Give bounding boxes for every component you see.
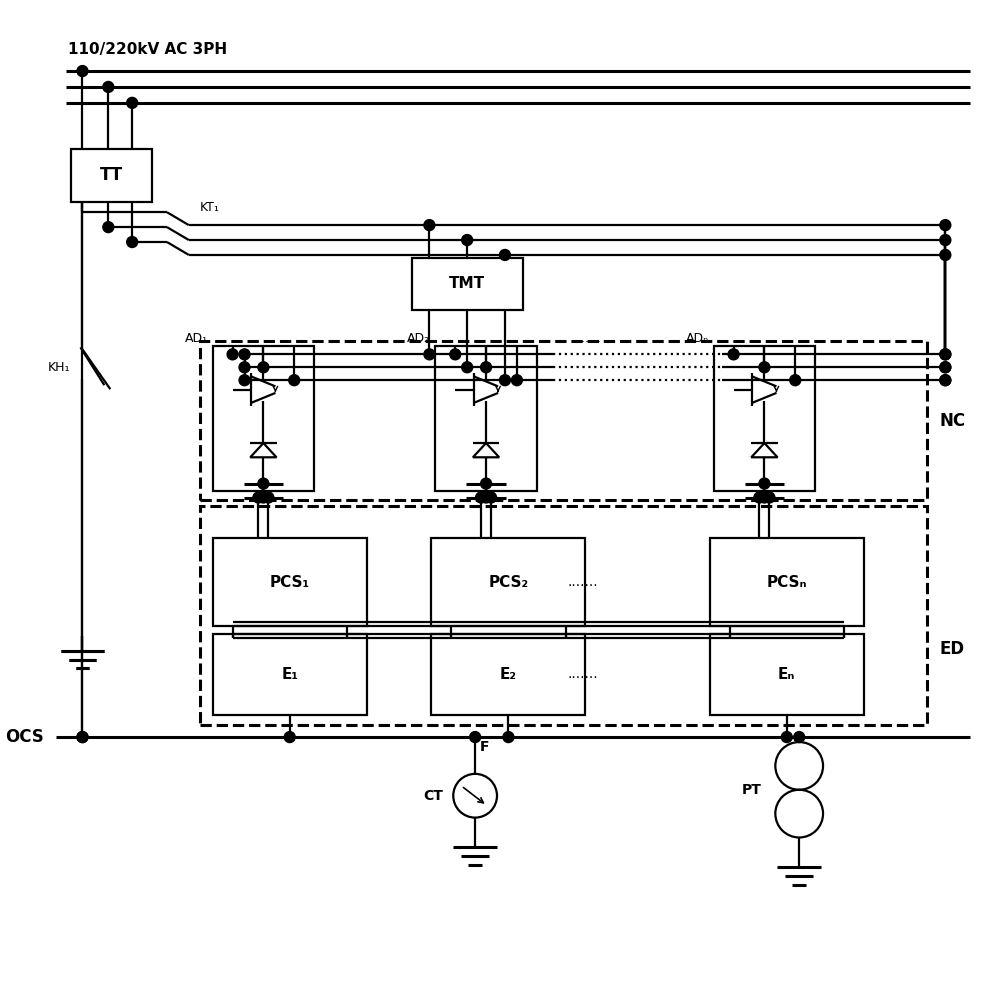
Text: AD₂: AD₂: [407, 332, 430, 345]
Circle shape: [476, 493, 487, 502]
Circle shape: [227, 349, 238, 360]
Text: 110/220kV AC 3PH: 110/220kV AC 3PH: [68, 42, 227, 57]
Circle shape: [940, 362, 951, 373]
Text: ED: ED: [939, 640, 964, 658]
Circle shape: [470, 732, 481, 743]
Circle shape: [940, 362, 951, 373]
Circle shape: [77, 732, 88, 743]
FancyBboxPatch shape: [710, 634, 864, 715]
Text: NC: NC: [939, 412, 965, 430]
Circle shape: [450, 349, 461, 360]
Circle shape: [77, 732, 88, 743]
Circle shape: [940, 234, 951, 245]
FancyBboxPatch shape: [431, 538, 585, 626]
Circle shape: [462, 362, 473, 373]
Circle shape: [728, 349, 739, 360]
Text: .......: .......: [567, 667, 598, 682]
Circle shape: [239, 349, 250, 360]
Circle shape: [424, 349, 435, 360]
Circle shape: [258, 493, 269, 502]
Circle shape: [258, 479, 269, 490]
Text: KT₁: KT₁: [200, 200, 220, 213]
Circle shape: [481, 479, 492, 490]
Text: .......: .......: [573, 332, 601, 345]
Text: CT: CT: [423, 789, 443, 803]
Text: PT: PT: [742, 783, 761, 797]
Circle shape: [940, 375, 951, 386]
Text: E₂: E₂: [500, 667, 517, 682]
Circle shape: [940, 349, 951, 360]
Circle shape: [499, 249, 510, 260]
Text: TT: TT: [100, 166, 123, 184]
Circle shape: [759, 479, 770, 490]
Circle shape: [127, 98, 138, 109]
Text: TMT: TMT: [449, 276, 485, 291]
Circle shape: [503, 732, 514, 743]
Text: OCS: OCS: [5, 728, 44, 746]
Circle shape: [794, 732, 805, 743]
Circle shape: [481, 493, 492, 502]
Text: KH₁: KH₁: [48, 361, 71, 374]
Circle shape: [424, 219, 435, 230]
Text: PCS₂: PCS₂: [488, 574, 528, 589]
Text: PCS₁: PCS₁: [270, 574, 310, 589]
Circle shape: [940, 375, 951, 386]
Circle shape: [759, 362, 770, 373]
Circle shape: [511, 375, 522, 386]
Circle shape: [253, 493, 264, 502]
Text: Eₙ: Eₙ: [778, 667, 795, 682]
FancyBboxPatch shape: [412, 258, 523, 310]
FancyBboxPatch shape: [71, 149, 152, 202]
Circle shape: [239, 362, 250, 373]
FancyBboxPatch shape: [435, 346, 537, 491]
Text: .......: .......: [567, 575, 598, 589]
Circle shape: [127, 236, 138, 247]
Circle shape: [940, 349, 951, 360]
Circle shape: [499, 375, 510, 386]
Circle shape: [759, 493, 770, 502]
Circle shape: [77, 66, 88, 77]
Text: AD₁: AD₁: [185, 332, 208, 345]
Circle shape: [462, 234, 473, 245]
Circle shape: [284, 732, 295, 743]
FancyBboxPatch shape: [710, 538, 864, 626]
Circle shape: [103, 82, 114, 93]
FancyBboxPatch shape: [213, 346, 314, 491]
Text: F: F: [480, 740, 490, 754]
Circle shape: [781, 732, 792, 743]
Circle shape: [940, 219, 951, 230]
Circle shape: [940, 249, 951, 260]
Circle shape: [481, 362, 492, 373]
Text: E₁: E₁: [281, 667, 298, 682]
FancyBboxPatch shape: [431, 634, 585, 715]
FancyBboxPatch shape: [213, 538, 367, 626]
Circle shape: [486, 493, 496, 502]
FancyBboxPatch shape: [714, 346, 815, 491]
Circle shape: [289, 375, 300, 386]
Circle shape: [239, 375, 250, 386]
FancyBboxPatch shape: [213, 634, 367, 715]
Text: ADₙ: ADₙ: [686, 332, 709, 345]
Circle shape: [754, 493, 765, 502]
Circle shape: [103, 221, 114, 232]
Text: PCSₙ: PCSₙ: [767, 574, 807, 589]
Circle shape: [764, 493, 775, 502]
Circle shape: [790, 375, 801, 386]
Circle shape: [258, 362, 269, 373]
Circle shape: [263, 493, 274, 502]
